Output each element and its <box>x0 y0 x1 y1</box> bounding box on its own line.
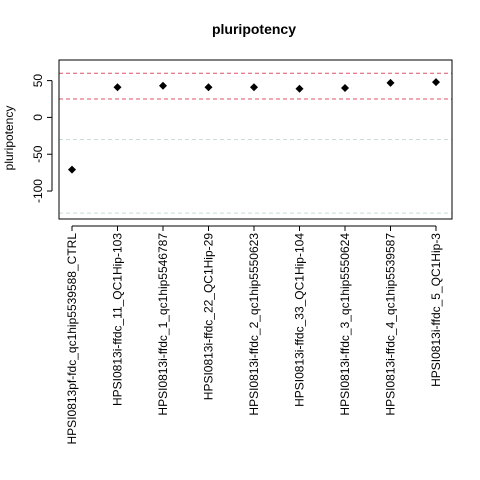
y-tick-label-0: -100 <box>31 179 45 203</box>
data-point-0 <box>68 165 76 174</box>
y-tick-label-1: -50 <box>31 145 45 163</box>
x-tick-label-6: HPSI0813i-ffdc_3_qc1hip5550624 <box>338 233 352 416</box>
data-point-1 <box>113 83 122 92</box>
data-point-5 <box>295 84 304 93</box>
reference-lines <box>59 72 452 214</box>
y-tick-label-3: 50 <box>31 74 45 88</box>
plot-frame <box>58 59 453 220</box>
y-tick-label-2: 0 <box>31 114 45 121</box>
y-axis: -100 -50 0 50 <box>31 74 53 203</box>
x-tick-label-2: HPSI0813i-ffdc_1_qc1hip5546787 <box>156 233 170 416</box>
data-point-8 <box>432 78 440 87</box>
x-tick-label-8: HPSI0813i-ffdc_5_QC1Hip-3 <box>429 233 443 387</box>
x-tick-label-3: HPSI0813i-ffdc_22_QC1Hip-29 <box>202 233 216 401</box>
x-tick-label-5: HPSI0813i-ffdc_33_QC1Hip-104 <box>293 233 307 407</box>
data-points <box>68 78 440 174</box>
data-point-6 <box>341 83 349 92</box>
x-axis: HPSI0813pf-fdc_qc1hip5539588_CTRL HPSI081… <box>65 225 443 445</box>
data-point-7 <box>386 78 395 87</box>
data-point-3 <box>204 83 213 92</box>
x-tick-label-4: HPSI0813i-ffdc_2_qc1hip5550623 <box>247 233 261 416</box>
x-tick-label-0: HPSI0813pf-fdc_qc1hip5539588_CTRL <box>65 233 79 445</box>
x-tick-label-1: HPSI0813i-ffdc_11_QC1Hip-103 <box>111 233 125 406</box>
chart-title: pluripotency <box>212 21 296 37</box>
y-axis-label: pluripotency <box>2 106 16 171</box>
x-tick-label-7: HPSI0813i-ffdc_4_qc1hip5539587 <box>384 233 398 416</box>
data-point-2 <box>159 81 167 90</box>
data-point-4 <box>250 83 258 92</box>
